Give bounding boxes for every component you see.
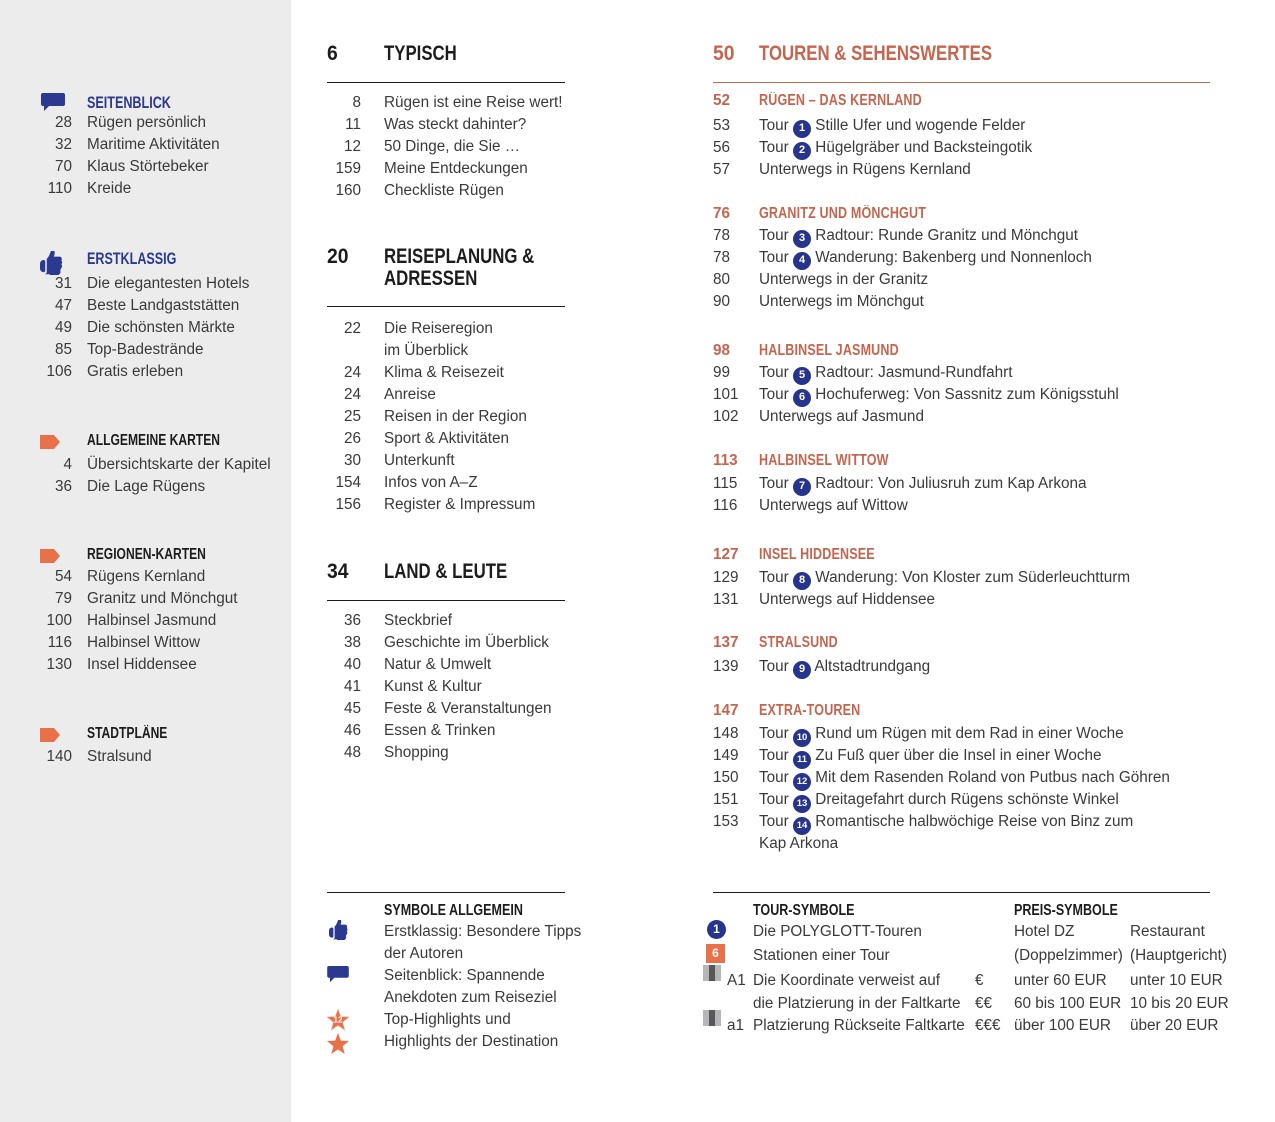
svg-text:12: 12 [334, 1016, 343, 1025]
